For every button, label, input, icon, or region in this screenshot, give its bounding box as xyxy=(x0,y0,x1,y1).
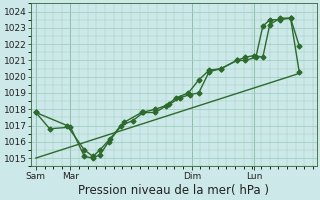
X-axis label: Pression niveau de la mer( hPa ): Pression niveau de la mer( hPa ) xyxy=(78,184,269,197)
